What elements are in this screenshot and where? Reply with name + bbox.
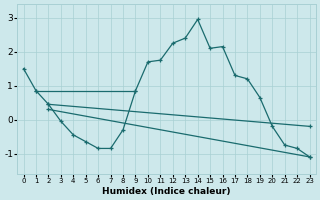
X-axis label: Humidex (Indice chaleur): Humidex (Indice chaleur)	[102, 187, 231, 196]
